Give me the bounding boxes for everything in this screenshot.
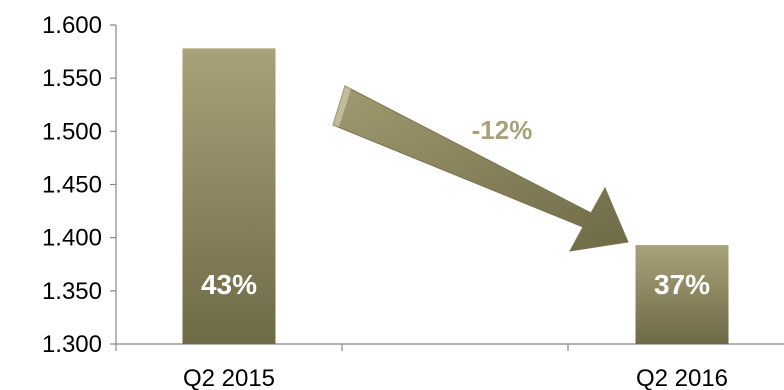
bar-q2-2015 bbox=[182, 48, 276, 344]
x-category-label: Q2 2015 bbox=[183, 365, 275, 390]
y-tick-label: 1.600 bbox=[42, 12, 102, 39]
labels: 43% Q2 2015 37% Q2 2016 -12% bbox=[183, 115, 728, 390]
x-category-label: Q2 2016 bbox=[636, 365, 728, 390]
axes: 1.300 1.350 1.400 1.450 1.500 1.550 1.600 bbox=[42, 12, 784, 358]
y-tick-label: 1.550 bbox=[42, 65, 102, 92]
change-label: -12% bbox=[472, 115, 533, 145]
y-tick-label: 1.500 bbox=[42, 118, 102, 145]
y-tick-label: 1.400 bbox=[42, 225, 102, 252]
arrow-shape bbox=[332, 85, 629, 252]
bars bbox=[182, 48, 729, 344]
y-tick-label: 1.300 bbox=[42, 331, 102, 358]
y-tick-label: 1.350 bbox=[42, 278, 102, 305]
bar-q2-2016 bbox=[635, 245, 729, 344]
bar-data-label: 43% bbox=[201, 269, 257, 300]
decrease-arrow bbox=[332, 85, 629, 252]
arrow-highlight bbox=[333, 86, 351, 127]
bar-data-label: 37% bbox=[654, 269, 710, 300]
y-tick-label: 1.450 bbox=[42, 172, 102, 199]
